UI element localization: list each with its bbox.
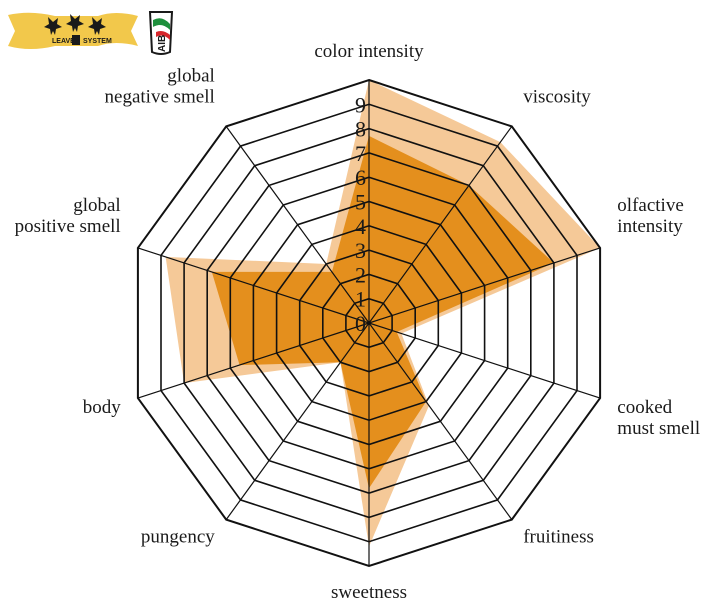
spoke-8 (137, 322, 370, 399)
spoke-10 (225, 126, 370, 324)
aib-logo: AIB (148, 11, 174, 55)
tick-label-1: 1 (355, 287, 366, 312)
flag-red (156, 31, 170, 40)
spoke-5 (368, 322, 513, 520)
logo-right-word: SYSTEM (83, 38, 112, 45)
tick-label-7: 7 (355, 141, 366, 166)
axis-label-global-negative-smell: global negative smell (105, 66, 215, 108)
axis-label-body: body (83, 397, 122, 418)
tick-label-9: 9 (355, 92, 366, 117)
axis-label-olfactive-intensity: olfactive intensity (617, 195, 683, 237)
axis-label-pungency: pungency (141, 527, 215, 548)
tick-label-5: 5 (355, 190, 366, 215)
spoke-9 (137, 247, 370, 324)
axis-label-fruitiness: fruitiness (523, 527, 594, 548)
spoke-3 (368, 247, 601, 324)
axis-label-cooked-must-smell: cooked must smell (617, 397, 700, 439)
tick-label-6: 6 (355, 165, 366, 190)
barrel-icon (72, 35, 80, 45)
tick-label-2: 2 (355, 262, 366, 287)
spoke-4 (368, 322, 601, 399)
aib-text: AIB (157, 35, 168, 52)
tick-label-8: 8 (355, 117, 366, 142)
leaves-system-logo: LEAVES SYSTEM (8, 12, 138, 50)
leaf-icon (44, 14, 106, 35)
axis-label-viscosity: viscosity (523, 87, 591, 108)
tick-label-3: 3 (355, 238, 366, 263)
axis-label-color-intensity: color intensity (314, 41, 424, 62)
spoke-2 (368, 126, 513, 324)
spoke-7 (225, 322, 370, 520)
tick-label-0: 0 (355, 311, 366, 336)
axis-label-global-positive-smell: global positive smell (15, 195, 121, 237)
axis-label-sweetness: sweetness (331, 582, 407, 603)
flag-green (153, 18, 170, 30)
logo-left-word: LEAVES (52, 38, 80, 45)
tick-label-4: 4 (355, 214, 366, 239)
